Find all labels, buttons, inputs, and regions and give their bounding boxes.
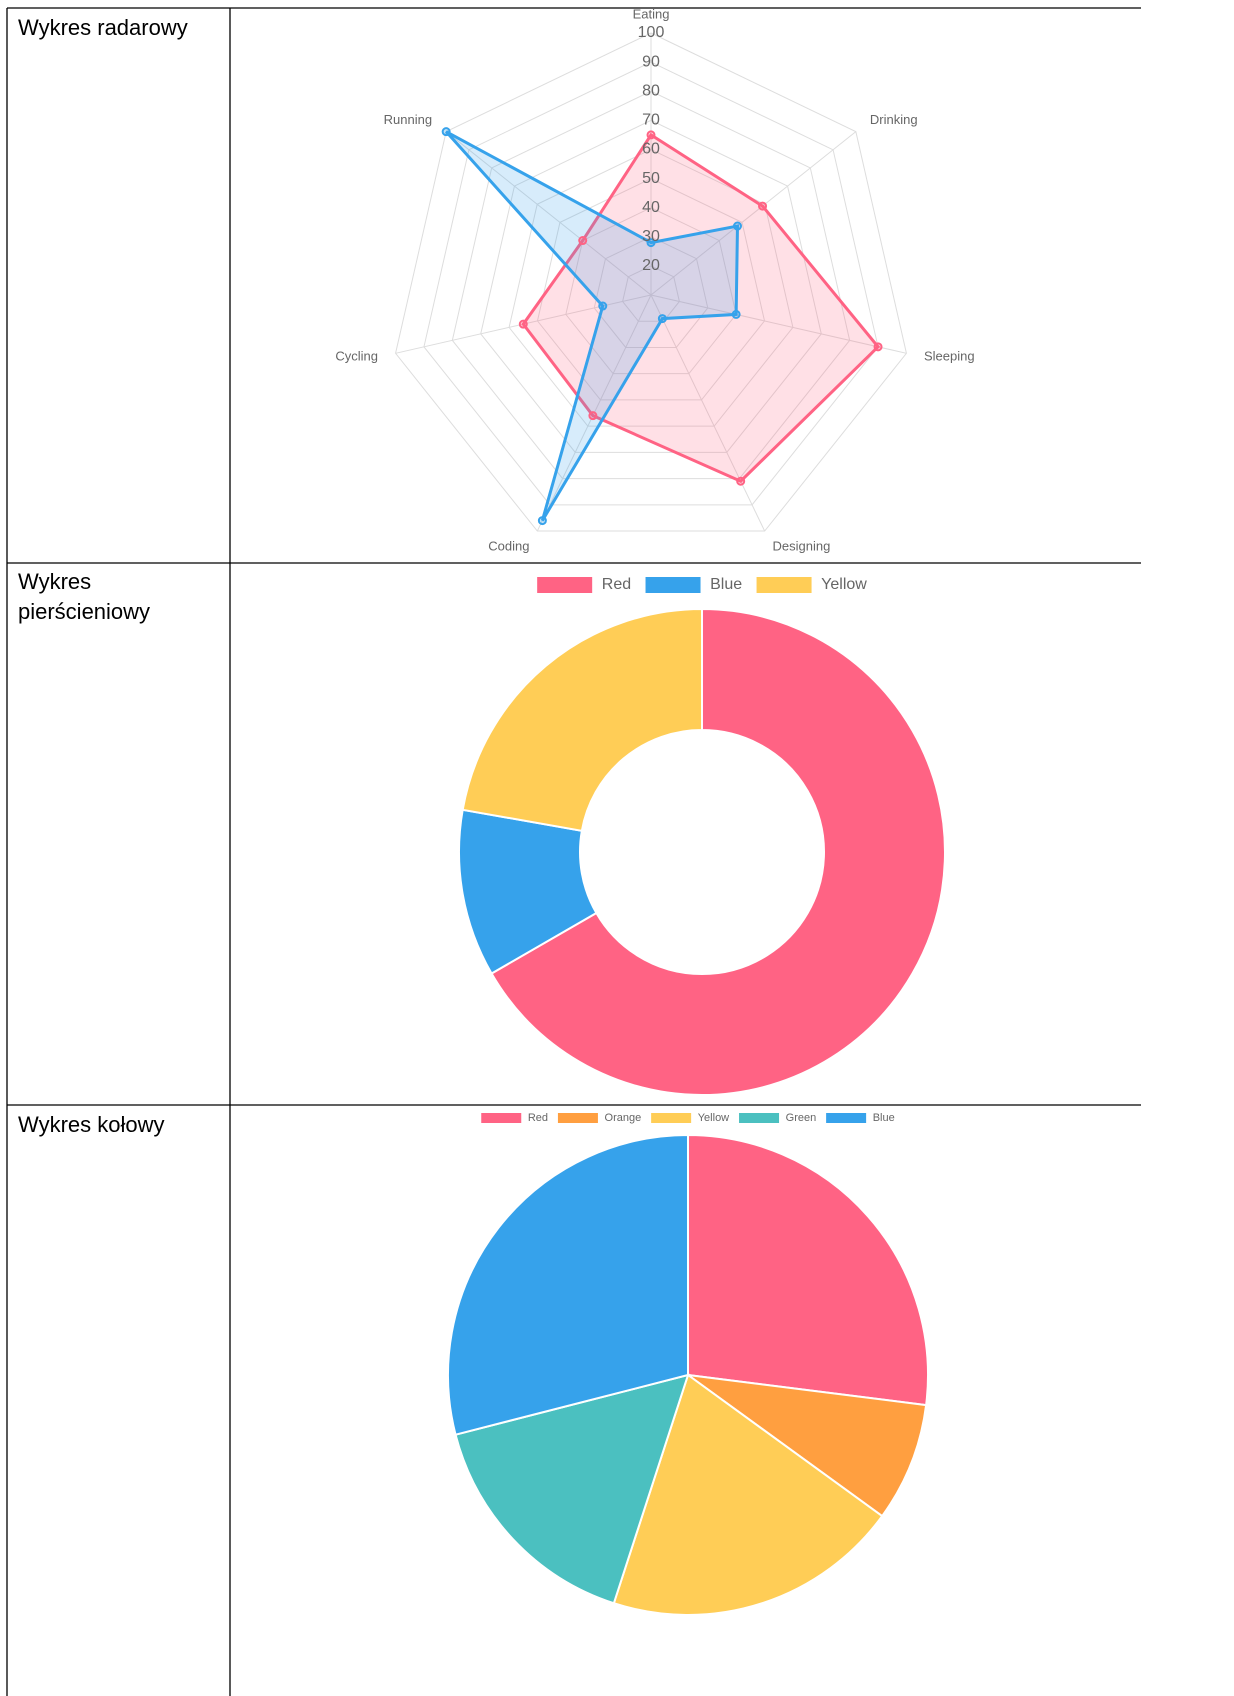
legend-swatch (739, 1113, 780, 1123)
legend-label: Yellow (821, 576, 867, 593)
radar-point (537, 516, 547, 526)
radial-line (445, 131, 652, 296)
tick-label: 20 (642, 257, 660, 274)
point-label: Sleeping (924, 349, 975, 364)
legend-swatch (481, 1113, 522, 1123)
radial-line (650, 294, 766, 532)
tick-label: 30 (642, 228, 660, 245)
point-label: Cycling (335, 349, 378, 364)
slice (612, 1373, 884, 1616)
legend-label: Orange (605, 1112, 642, 1124)
legend-swatch (645, 577, 701, 593)
radar-point (646, 130, 656, 140)
slice (461, 607, 703, 832)
tick-label: 40 (642, 199, 660, 216)
grid-line (480, 119, 822, 453)
grid-line (508, 148, 794, 427)
row-label: Wykres kołowy (18, 1112, 165, 1137)
legend-swatch (537, 577, 593, 593)
slice (687, 1133, 929, 1407)
radar-point (731, 309, 741, 319)
legend-swatch (651, 1113, 692, 1123)
legend-swatch (756, 577, 812, 593)
radial-line (650, 294, 907, 354)
legend-label: Blue (710, 576, 742, 593)
row-label: Wykres pierścieniowy (18, 569, 151, 624)
legend-swatch (557, 1113, 598, 1123)
grid-line (536, 178, 766, 401)
slice (490, 607, 946, 1096)
tick-label: 100 (638, 24, 665, 41)
radar-point (518, 319, 528, 329)
radial-line (650, 131, 857, 296)
radar-area (445, 130, 740, 522)
point-label: Running (384, 112, 432, 127)
radar-point (873, 342, 883, 352)
radar-point (588, 411, 598, 421)
legend-swatch (826, 1113, 867, 1123)
legend-label: Yellow (698, 1112, 729, 1124)
slice (454, 1373, 690, 1605)
grid-line (395, 32, 907, 532)
radar-point (441, 127, 451, 137)
tick-label: 60 (642, 141, 660, 158)
legend-label: Red (528, 1112, 548, 1124)
radar-point (598, 301, 608, 311)
radar-point (578, 236, 588, 246)
tick-label: 50 (642, 170, 660, 187)
radar-point (646, 238, 656, 248)
tick-label: 70 (642, 112, 660, 129)
radar-point (657, 314, 667, 324)
grid-line (565, 207, 737, 375)
grid-line (622, 265, 680, 322)
tick-label: 90 (642, 53, 660, 70)
slice (447, 1133, 689, 1436)
tick-label: 80 (642, 82, 660, 99)
grid-line (593, 236, 709, 348)
radar-point (736, 476, 746, 486)
grid-line (451, 90, 851, 480)
legend-label: Green (786, 1112, 817, 1124)
point-label: Coding (488, 539, 529, 554)
row-label: Wykres radarowy (18, 15, 188, 40)
grid-line (423, 61, 879, 506)
point-label: Eating (633, 6, 670, 21)
legend-label: Blue (873, 1112, 895, 1124)
point-label: Drinking (870, 112, 918, 127)
radar-point (732, 221, 742, 231)
point-label: Designing (772, 539, 830, 554)
radar-point (758, 201, 768, 211)
legend-label: Red (602, 576, 631, 593)
